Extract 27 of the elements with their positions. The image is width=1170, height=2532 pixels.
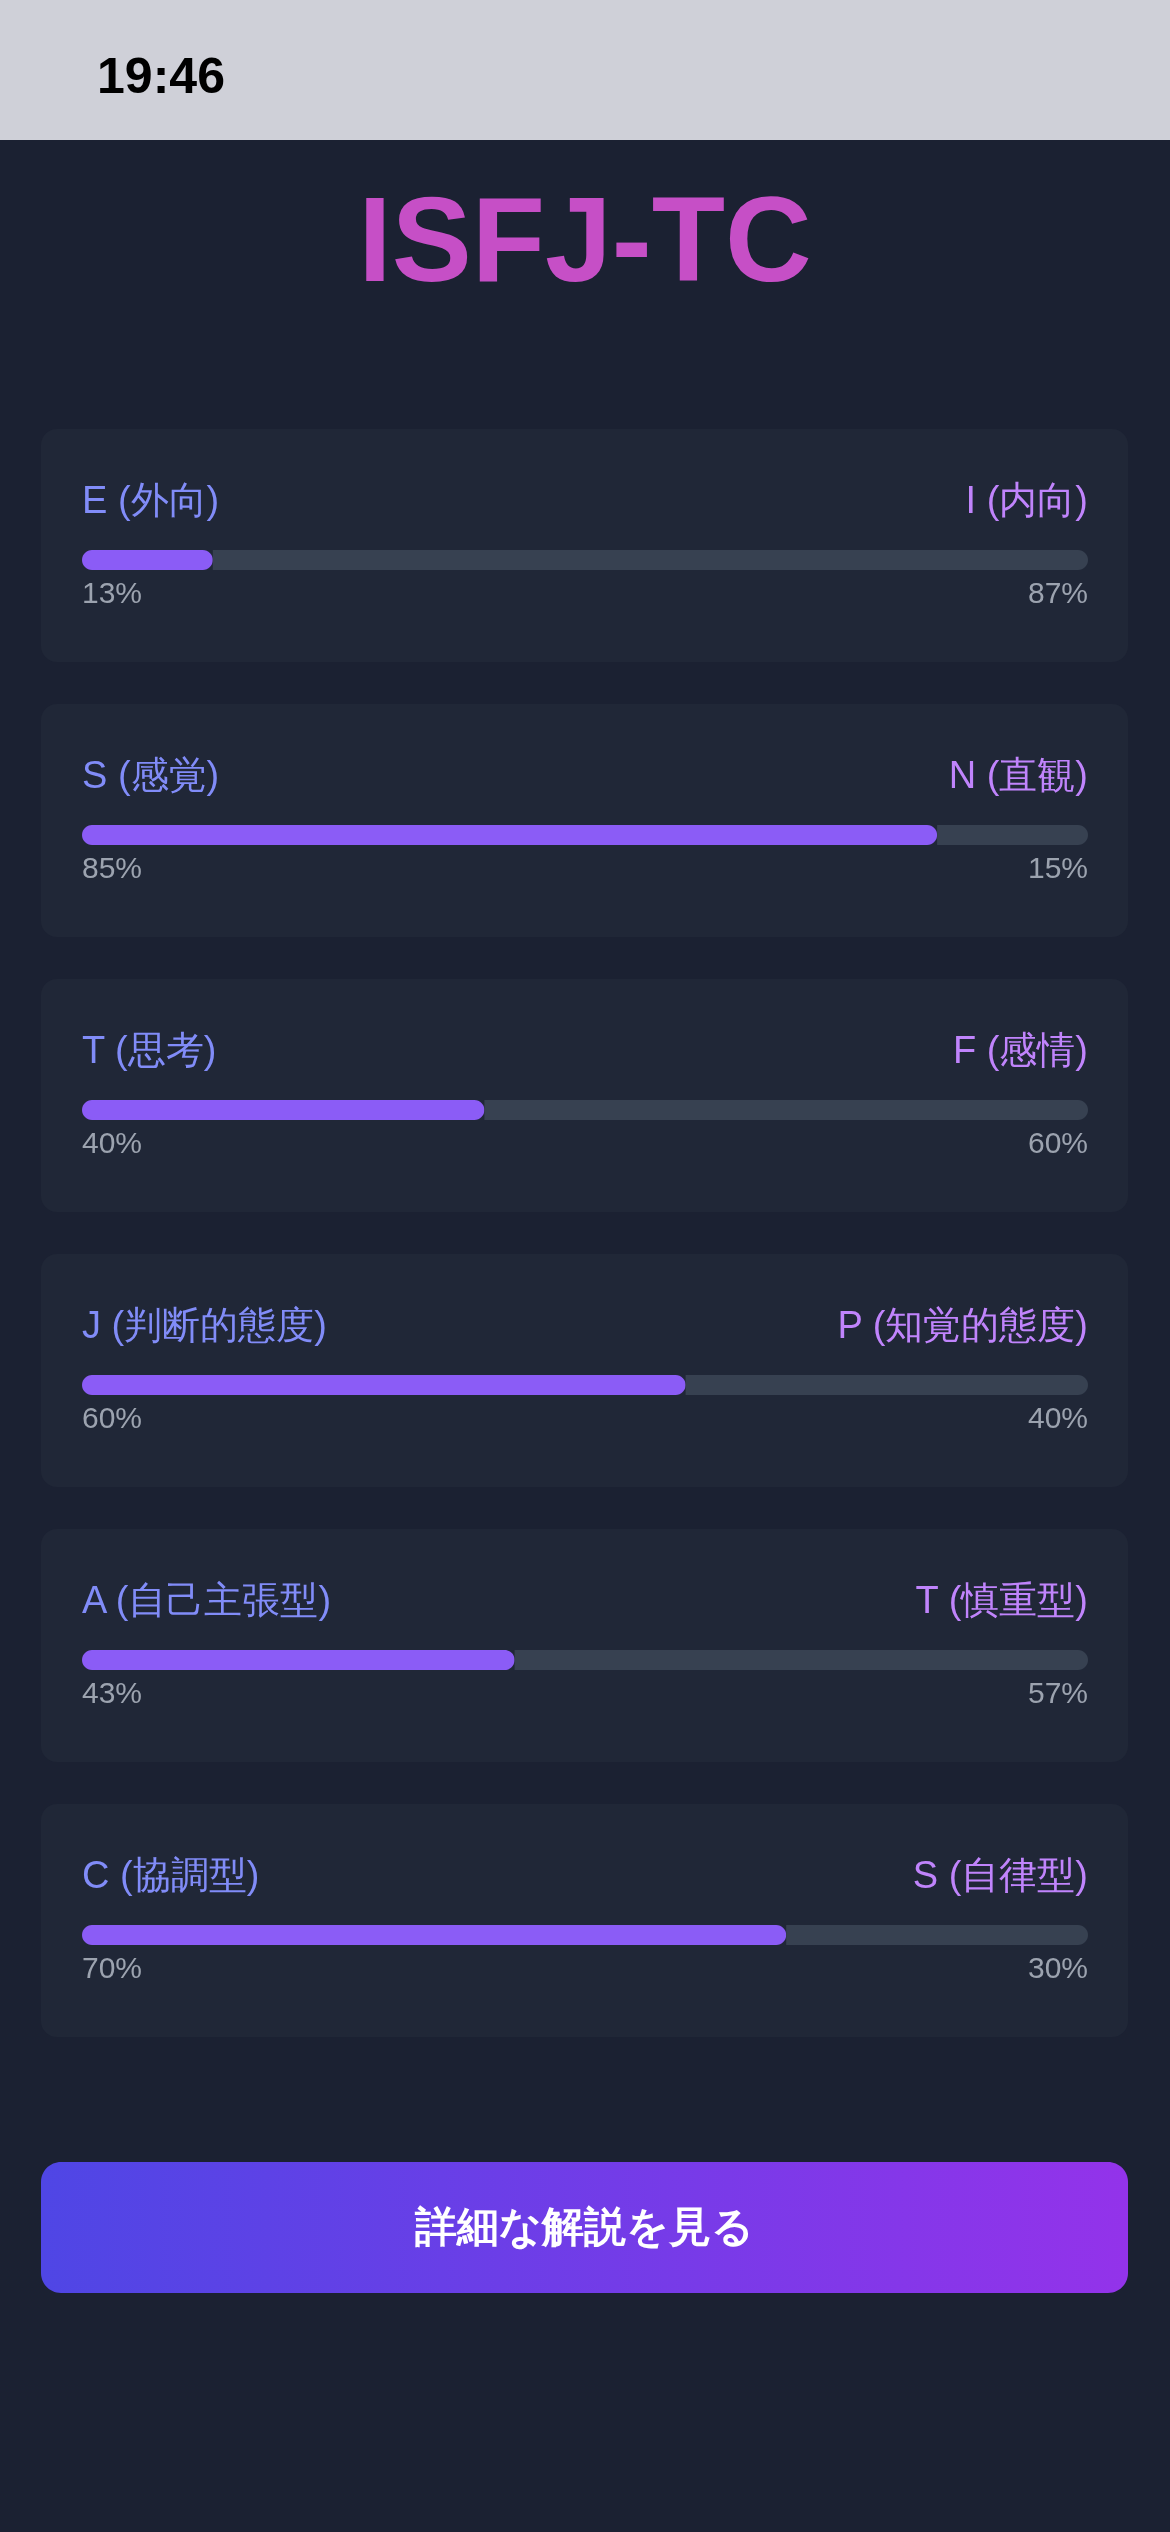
data-label: 40% bbox=[1027, 1401, 1088, 1434]
data-label: 60% bbox=[82, 1401, 143, 1434]
series-label: E (外向) bbox=[82, 479, 220, 521]
data-label: 40% bbox=[82, 1126, 143, 1159]
chart-title: ISFJ-TC bbox=[358, 172, 812, 306]
series-label: I (内向) bbox=[965, 479, 1088, 521]
series-label: N (直観) bbox=[948, 754, 1088, 796]
series-label: T (思考) bbox=[82, 1029, 217, 1071]
series-label: S (自律型) bbox=[912, 1854, 1088, 1896]
series-label: S (感覚) bbox=[82, 754, 220, 796]
data-label: 60% bbox=[1027, 1126, 1088, 1159]
data-label: 13% bbox=[82, 576, 143, 609]
series-label: F (感情) bbox=[952, 1029, 1088, 1071]
data-label: 57% bbox=[1027, 1676, 1088, 1709]
data-label: 87% bbox=[1027, 576, 1088, 609]
series-label: P (知覚的態度) bbox=[837, 1304, 1088, 1346]
data-label: 30% bbox=[1027, 1951, 1088, 1984]
text: 19:46 bbox=[97, 48, 225, 104]
data-label: 15% bbox=[1027, 851, 1088, 884]
series-label: A (自己主張型) bbox=[82, 1579, 332, 1621]
data-label: 43% bbox=[82, 1676, 143, 1709]
data-label: 70% bbox=[82, 1951, 143, 1984]
series-label: J (判断的態度) bbox=[82, 1304, 327, 1346]
data-label: 85% bbox=[82, 851, 143, 884]
text: 詳細な解説を見る bbox=[414, 2203, 754, 2250]
series-label: T (慎重型) bbox=[915, 1579, 1088, 1621]
series-label: C (協調型) bbox=[82, 1854, 260, 1896]
